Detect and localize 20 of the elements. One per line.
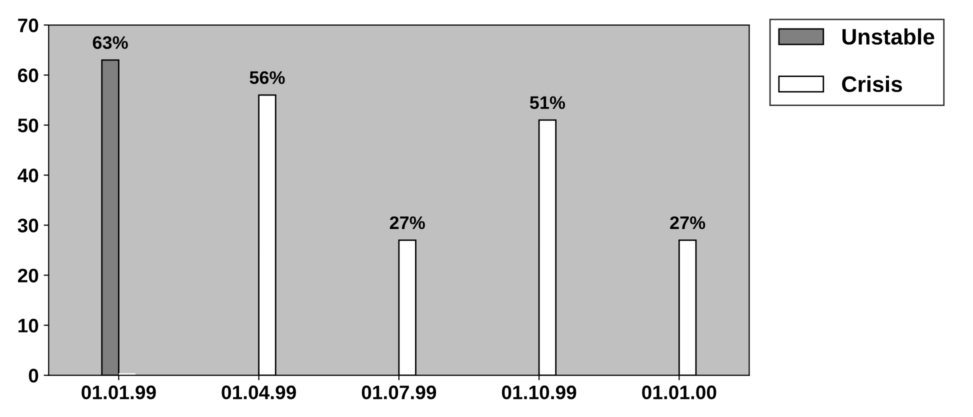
legend-label: Unstable: [842, 28, 934, 45]
y-tick-label: 0: [28, 368, 38, 383]
y-tick-label: 60: [18, 68, 38, 82]
y-tick-label: 70: [18, 18, 38, 32]
x-tick-label: 01.10.99: [502, 386, 576, 400]
data-label: 27%: [390, 216, 425, 230]
data-label: 56%: [250, 71, 285, 84]
data-label: 51%: [530, 96, 566, 110]
data-label: 27%: [670, 216, 706, 230]
y-tick-label: 40: [18, 168, 38, 182]
data-label: 63%: [92, 36, 128, 49]
y-tick-label: 10: [18, 318, 38, 332]
x-tick-label: 01.01.99: [82, 386, 156, 400]
x-tick-label: 01.07.99: [362, 386, 436, 400]
y-tick-label: 30: [18, 218, 38, 232]
legend-label: Crisis: [842, 76, 902, 92]
x-tick-label: 01.01.00: [642, 386, 716, 400]
x-tick-label: 01.04.99: [222, 386, 296, 400]
y-tick-label: 50: [18, 118, 38, 132]
y-tick-label: 20: [18, 268, 38, 282]
